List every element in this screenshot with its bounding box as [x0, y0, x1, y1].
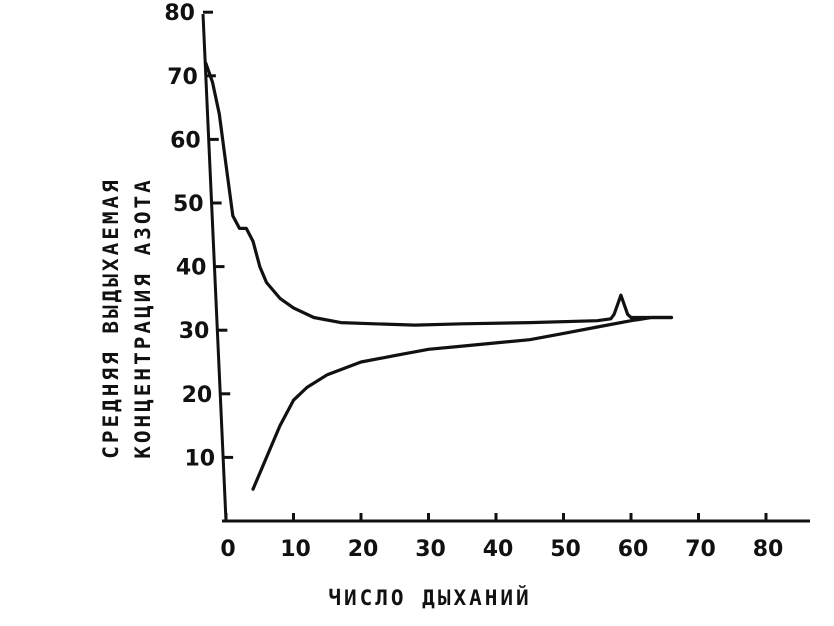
y-ticks: 10 20 30 40 50 60 70 80	[164, 1, 234, 471]
x-tick-label: 70	[685, 537, 716, 562]
series-line-2	[251, 315, 674, 491]
y-axis-title-line-2: КОНЦЕНТРАЦИЯ АЗОТА	[131, 177, 155, 459]
y-tick-label: 60	[170, 128, 201, 153]
y-tick-label: 30	[179, 319, 210, 344]
y-tick-label: 10	[185, 446, 216, 471]
x-axis-title: ЧИСЛО ДЫХАНИЙ	[328, 585, 531, 610]
x-tick-label: 80	[753, 537, 784, 562]
y-axis-title-line-1: СРЕДНЯЯ ВЫДЫХАЕМАЯ	[99, 177, 123, 459]
axes	[201, 13, 810, 523]
series-group	[204, 61, 674, 491]
x-tick-label: 20	[348, 537, 379, 562]
x-tick-label: 30	[415, 537, 446, 562]
y-tick-label: 40	[176, 256, 207, 281]
x-tick-label: 40	[483, 537, 514, 562]
y-tick-label: 20	[182, 383, 213, 408]
x-tick-label: 60	[618, 537, 649, 562]
y-tick-label: 70	[167, 65, 198, 90]
y-tick-label: 50	[173, 192, 204, 217]
x-tick-label: 50	[550, 537, 581, 562]
y-tick-label: 80	[164, 1, 195, 26]
x-tick-label: 0	[220, 537, 235, 562]
x-ticks: 0 10 20 30 40 50 60 70 80	[220, 513, 783, 562]
series-line-1	[204, 61, 674, 327]
x-tick-label: 10	[280, 537, 311, 562]
